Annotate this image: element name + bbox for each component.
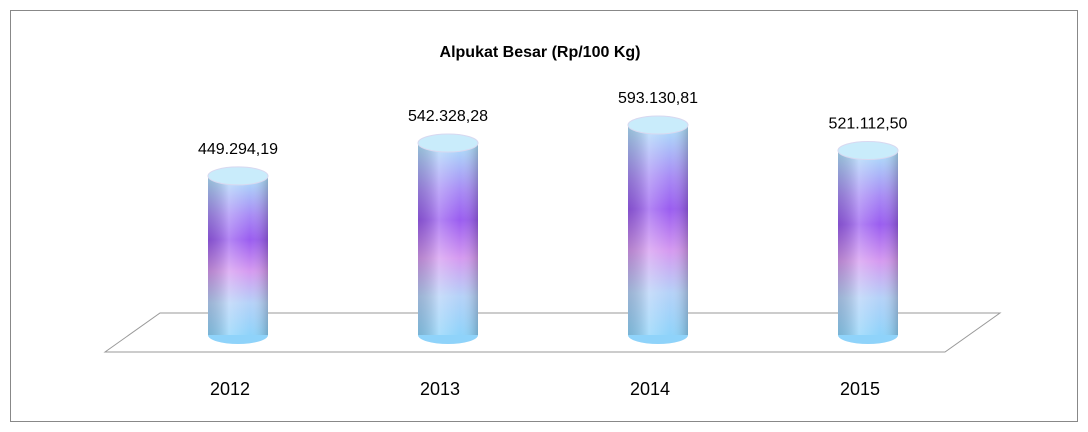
chart-border [10, 10, 1078, 422]
bar-shade [418, 142, 478, 335]
value-label: 521.112,50 [829, 116, 908, 133]
floor [103, 312, 1002, 353]
bar-shade [838, 150, 898, 335]
bar-shade [208, 175, 268, 335]
bar-shade [628, 125, 688, 335]
bar-top [837, 140, 899, 160]
value-label: 542.328,28 [408, 108, 488, 125]
bar-top [627, 115, 689, 135]
x-tick-label: 2015 [840, 379, 880, 399]
value-label: 593.130,81 [618, 90, 698, 107]
chart-title: Alpukat Besar (Rp/100 Kg) [440, 44, 641, 61]
bar-top [417, 133, 479, 153]
x-tick-label: 2012 [210, 379, 250, 399]
x-tick-label: 2014 [630, 379, 670, 399]
x-tick-label: 2013 [420, 379, 460, 399]
value-label: 449.294,19 [198, 141, 278, 158]
bar-top [207, 166, 269, 186]
